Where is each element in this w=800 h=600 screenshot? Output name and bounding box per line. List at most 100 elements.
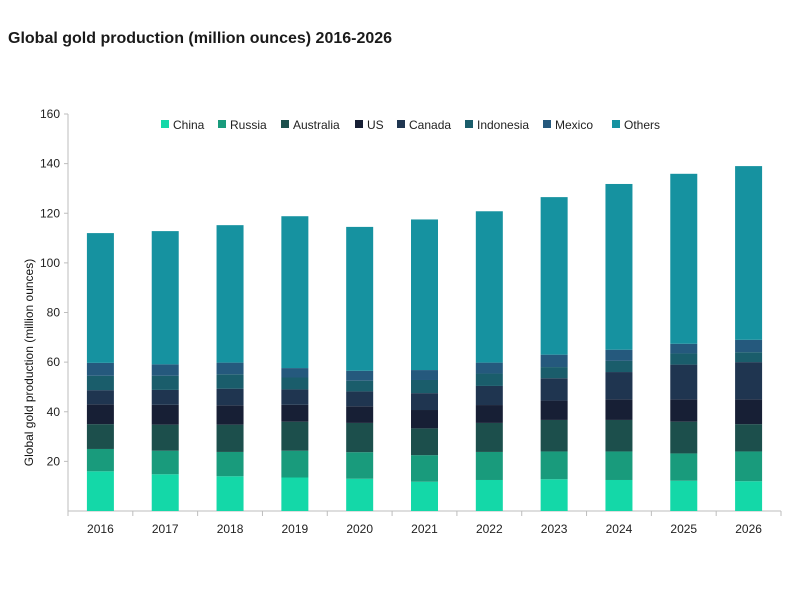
bar-segment-others-2020 (346, 226, 374, 371)
bar-segment-us-2026 (735, 399, 763, 425)
bar-segment-canada-2022 (475, 385, 503, 406)
y-tick-label: 40 (47, 405, 61, 419)
bar-segment-australia-2021 (411, 428, 438, 456)
x-tick-label: 2019 (282, 522, 309, 536)
y-tick-label: 60 (47, 355, 61, 369)
y-tick-label: 140 (40, 157, 60, 171)
bar-segment-mexico-2024 (605, 349, 633, 361)
bar-segment-canada-2016 (86, 390, 114, 405)
legend-swatch-canada (397, 120, 405, 128)
y-tick-label: 160 (40, 107, 60, 121)
bar-segment-mexico-2017 (151, 364, 179, 376)
bar-segment-canada-2023 (540, 378, 568, 401)
bar-segment-australia-2022 (475, 422, 503, 452)
bar-segment-canada-2018 (216, 388, 244, 406)
bar-segment-china-2020 (346, 478, 374, 511)
bar-segment-russia-2023 (540, 451, 568, 480)
bar-segment-china-2024 (605, 479, 633, 511)
bar-segment-china-2018 (216, 476, 244, 511)
bar-segment-us-2019 (281, 404, 309, 422)
bar-segment-us-2017 (151, 404, 179, 425)
legend-swatch-others (612, 120, 620, 128)
bar-segment-us-2025 (670, 399, 698, 422)
bar-segment-others-2025 (670, 173, 698, 344)
bar-segment-russia-2018 (216, 451, 244, 477)
bar-segment-china-2023 (540, 479, 568, 511)
bar-segment-others-2026 (735, 166, 763, 340)
bar-segment-us-2021 (411, 410, 438, 429)
bar-segment-others-2019 (281, 216, 309, 369)
bar-segment-indonesia-2025 (670, 353, 698, 365)
bar-segment-australia-2020 (346, 422, 374, 453)
y-tick-label: 100 (40, 256, 60, 270)
bar-segment-others-2017 (151, 231, 179, 365)
legend-swatch-us (355, 120, 363, 128)
bar-segment-mexico-2019 (281, 368, 309, 378)
bar-segment-canada-2019 (281, 389, 309, 405)
legend-label-us: US (367, 118, 384, 132)
bar-segment-mexico-2020 (346, 370, 374, 381)
x-tick-label: 2018 (217, 522, 244, 536)
bar-segment-others-2018 (216, 225, 244, 363)
bar-segment-canada-2017 (151, 389, 179, 405)
bar-segment-canada-2021 (411, 393, 438, 411)
bar-segment-others-2022 (475, 211, 503, 363)
bar-segment-russia-2026 (735, 451, 763, 482)
bar-segment-russia-2025 (670, 453, 698, 481)
x-tick-label: 2021 (411, 522, 438, 536)
bar-segment-mexico-2025 (670, 343, 698, 354)
bar-segment-mexico-2016 (86, 362, 114, 376)
bar-segment-russia-2016 (86, 448, 114, 472)
bar-segment-indonesia-2018 (216, 374, 244, 389)
bar-segment-indonesia-2019 (281, 377, 309, 390)
bar-segment-us-2022 (475, 405, 503, 423)
bar-segment-us-2016 (86, 404, 114, 425)
legend-label-canada: Canada (409, 118, 451, 132)
legend-label-australia: Australia (293, 118, 340, 132)
legend: China Russia Australia US Canada Indonesia Mex… (161, 118, 660, 132)
bar-segment-us-2024 (605, 399, 633, 420)
bar-segment-us-2018 (216, 405, 244, 425)
bar-segment-russia-2017 (151, 450, 179, 475)
legend-label-indonesia: Indonesia (477, 118, 529, 132)
bar-segment-australia-2016 (86, 424, 114, 449)
bar-segment-indonesia-2020 (346, 380, 374, 392)
bar-segment-others-2016 (86, 233, 114, 363)
bar-segment-russia-2022 (475, 451, 503, 480)
bar-segment-canada-2024 (605, 372, 633, 400)
legend-swatch-indonesia (465, 120, 473, 128)
bar-segment-mexico-2018 (216, 362, 244, 375)
bar-segment-china-2025 (670, 480, 698, 511)
bar-segment-china-2019 (281, 477, 309, 511)
bar-segment-australia-2026 (735, 424, 763, 452)
bar-segment-indonesia-2024 (605, 360, 633, 373)
legend-label-mexico: Mexico (555, 118, 593, 132)
bar-segment-australia-2017 (151, 424, 179, 451)
x-tick-label: 2024 (606, 522, 633, 536)
bar-segment-us-2020 (346, 406, 374, 423)
bar-segment-others-2024 (605, 183, 633, 350)
bar-segment-china-2016 (86, 471, 114, 511)
bar-segment-canada-2020 (346, 391, 374, 407)
x-tick-label: 2022 (476, 522, 503, 536)
legend-label-russia: Russia (230, 118, 267, 132)
x-tick-label: 2017 (152, 522, 179, 536)
x-tick-label: 2026 (735, 522, 762, 536)
y-axis-label: Global gold production (million ounces) (22, 259, 36, 466)
bar-segment-mexico-2021 (411, 370, 438, 380)
bar-segment-china-2017 (151, 474, 179, 511)
legend-label-china: China (173, 118, 205, 132)
x-tick-label: 2016 (87, 522, 114, 536)
bar-segment-australia-2018 (216, 424, 244, 452)
bar-segment-australia-2024 (605, 419, 633, 452)
bar-segment-us-2023 (540, 400, 568, 420)
x-tick-label: 2025 (670, 522, 697, 536)
bar-segment-china-2021 (411, 481, 438, 511)
legend-swatch-mexico (543, 120, 551, 128)
y-tick-label: 80 (47, 306, 61, 320)
legend-swatch-russia (218, 120, 226, 128)
bar-segment-indonesia-2016 (86, 375, 114, 391)
chart-title: Global gold production (million ounces) … (8, 30, 393, 47)
bars (86, 166, 763, 511)
